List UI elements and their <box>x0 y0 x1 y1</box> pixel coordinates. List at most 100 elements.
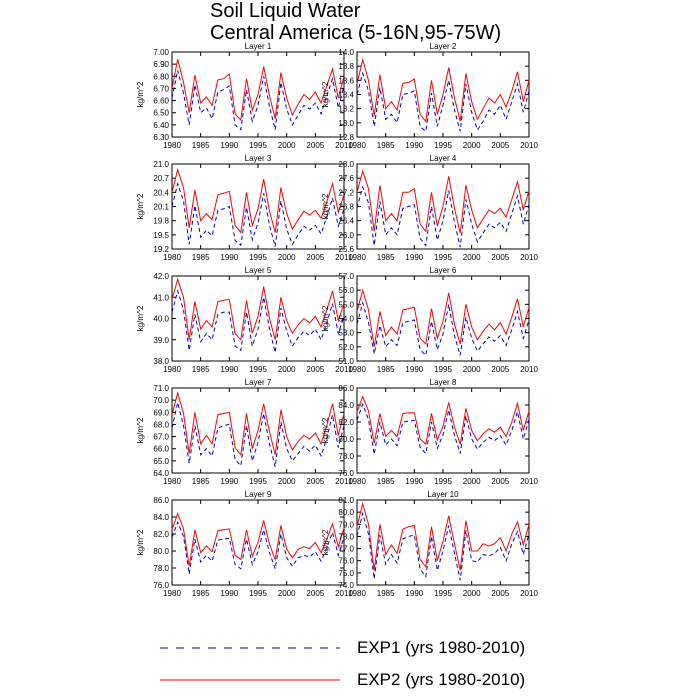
y-tick-label: 80.0 <box>338 508 354 517</box>
x-tick-label: 1990 <box>220 365 238 374</box>
series-line-exp2 <box>171 277 345 341</box>
series-line-exp1 <box>171 520 345 575</box>
panel-layer-4: Layer 4 kg/m^2 25.6 26.0 26.4 26.8 27.2 27.6 28.… <box>321 154 538 262</box>
series-line-exp1 <box>356 185 530 248</box>
y-tick-label: 41.0 <box>153 293 169 302</box>
series-line-exp1 <box>356 511 530 581</box>
x-tick-label: 2005 <box>491 589 509 598</box>
panel-title: Layer 8 <box>430 378 457 387</box>
y-tick-label: 6.90 <box>153 60 169 69</box>
panel-title: Layer 10 <box>427 490 459 499</box>
panel-title: Layer 1 <box>245 42 272 51</box>
series-line-exp1 <box>356 301 530 357</box>
series-line-exp1 <box>356 71 530 133</box>
y-tick-label: 71.0 <box>153 384 169 393</box>
x-tick-label: 1990 <box>220 141 238 150</box>
x-tick-label: 2000 <box>463 589 481 598</box>
x-tick-label: 2000 <box>278 141 296 150</box>
x-tick-label: 1990 <box>220 589 238 598</box>
x-tick-label: 1985 <box>192 253 210 262</box>
y-axis-label: kg/m^2 <box>136 529 145 555</box>
y-axis-label: kg/m^2 <box>321 305 330 331</box>
series-line-exp2 <box>171 167 345 234</box>
x-tick-label: 1980 <box>163 477 181 486</box>
series-line-exp2 <box>356 57 530 123</box>
y-tick-label: 82.0 <box>338 418 354 427</box>
x-tick-label: 1995 <box>249 253 267 262</box>
y-tick-label: 76.0 <box>338 469 354 478</box>
x-tick-label: 2010 <box>520 253 538 262</box>
series-line-exp2 <box>171 390 345 457</box>
x-tick-label: 1990 <box>405 589 423 598</box>
series-line-exp2 <box>171 512 345 567</box>
y-tick-label: 79.0 <box>338 520 354 529</box>
x-tick-label: 2005 <box>306 477 324 486</box>
plot-frame <box>171 275 345 362</box>
panel-title: Layer 5 <box>245 266 272 275</box>
x-tick-label: 2010 <box>335 253 353 262</box>
y-tick-label: 78.0 <box>338 532 354 541</box>
x-tick-label: 1995 <box>249 365 267 374</box>
y-tick-label: 80.0 <box>338 435 354 444</box>
y-tick-label: 55.0 <box>338 300 354 309</box>
x-tick-label: 1985 <box>377 253 395 262</box>
x-tick-label: 1990 <box>220 477 238 486</box>
x-tick-label: 2000 <box>278 253 296 262</box>
x-tick-label: 2000 <box>463 365 481 374</box>
y-tick-label: 54.0 <box>338 315 354 324</box>
panel-layer-2: Layer 2 kg/m^2 12.8 13.0 13.2 13.4 13.6 13.8 14.… <box>321 42 538 150</box>
y-tick-label: 78.0 <box>153 564 169 573</box>
y-tick-label: 13.6 <box>338 76 354 85</box>
series-line-exp1 <box>171 289 345 353</box>
panel-title: Layer 7 <box>245 378 272 387</box>
x-tick-label: 2000 <box>463 253 481 262</box>
x-tick-label: 1980 <box>348 365 366 374</box>
y-tick-label: 51.0 <box>338 357 354 366</box>
y-tick-label: 70.0 <box>153 396 169 405</box>
y-axis-label: kg/m^2 <box>136 81 145 107</box>
y-axis-label: kg/m^2 <box>321 417 330 443</box>
y-tick-label: 13.2 <box>338 105 354 114</box>
x-tick-label: 2005 <box>306 365 324 374</box>
y-tick-label: 26.0 <box>338 231 354 240</box>
y-tick-label: 76.0 <box>338 557 354 566</box>
y-tick-label: 53.0 <box>338 329 354 338</box>
x-tick-label: 2005 <box>491 253 509 262</box>
x-tick-label: 1990 <box>405 253 423 262</box>
y-tick-label: 77.0 <box>338 545 354 554</box>
panel-title: Layer 3 <box>245 154 272 163</box>
x-tick-label: 1995 <box>434 253 452 262</box>
y-tick-label: 68.0 <box>153 420 169 429</box>
x-tick-label: 1995 <box>434 477 452 486</box>
y-tick-label: 19.5 <box>153 231 169 240</box>
x-tick-label: 1990 <box>220 253 238 262</box>
y-tick-label: 6.60 <box>153 97 169 106</box>
panel-layer-3: Layer 3 kg/m^2 19.2 19.5 19.8 20.1 20.4 20.7 21.… <box>136 154 353 262</box>
y-tick-label: 13.4 <box>338 91 354 100</box>
x-tick-label: 1995 <box>434 365 452 374</box>
chart-title-line1: Soil Liquid Water <box>210 0 361 22</box>
plot-frame <box>356 387 530 474</box>
y-tick-label: 78.0 <box>338 452 354 461</box>
legend-label-exp2: EXP2 (yrs 1980-2010) <box>357 670 526 689</box>
y-tick-label: 6.70 <box>153 84 169 93</box>
y-axis-label: kg/m^2 <box>321 81 330 107</box>
y-tick-label: 75.0 <box>338 569 354 578</box>
x-tick-label: 1985 <box>192 477 210 486</box>
panel-title: Layer 2 <box>430 42 457 51</box>
y-tick-label: 42.0 <box>153 272 169 281</box>
panel-layer-1: Layer 1 kg/m^2 6.30 6.40 6.50 6.60 6.70 6.80 6.9… <box>136 42 353 150</box>
panel-title: Layer 6 <box>430 266 457 275</box>
panel-layer-5: Layer 5 kg/m^2 38.0 39.0 40.0 41.0 42.0 1980 198… <box>136 266 353 374</box>
x-tick-label: 2000 <box>278 365 296 374</box>
y-axis-label: kg/m^2 <box>321 193 330 219</box>
series-line-exp2 <box>356 501 530 571</box>
y-axis-label: kg/m^2 <box>136 193 145 219</box>
y-tick-label: 26.4 <box>338 217 354 226</box>
x-tick-label: 1980 <box>348 589 366 598</box>
x-tick-label: 2005 <box>491 141 509 150</box>
y-tick-label: 6.40 <box>153 121 169 130</box>
x-tick-label: 1980 <box>348 477 366 486</box>
x-tick-label: 2010 <box>520 365 538 374</box>
x-tick-label: 1995 <box>434 589 452 598</box>
